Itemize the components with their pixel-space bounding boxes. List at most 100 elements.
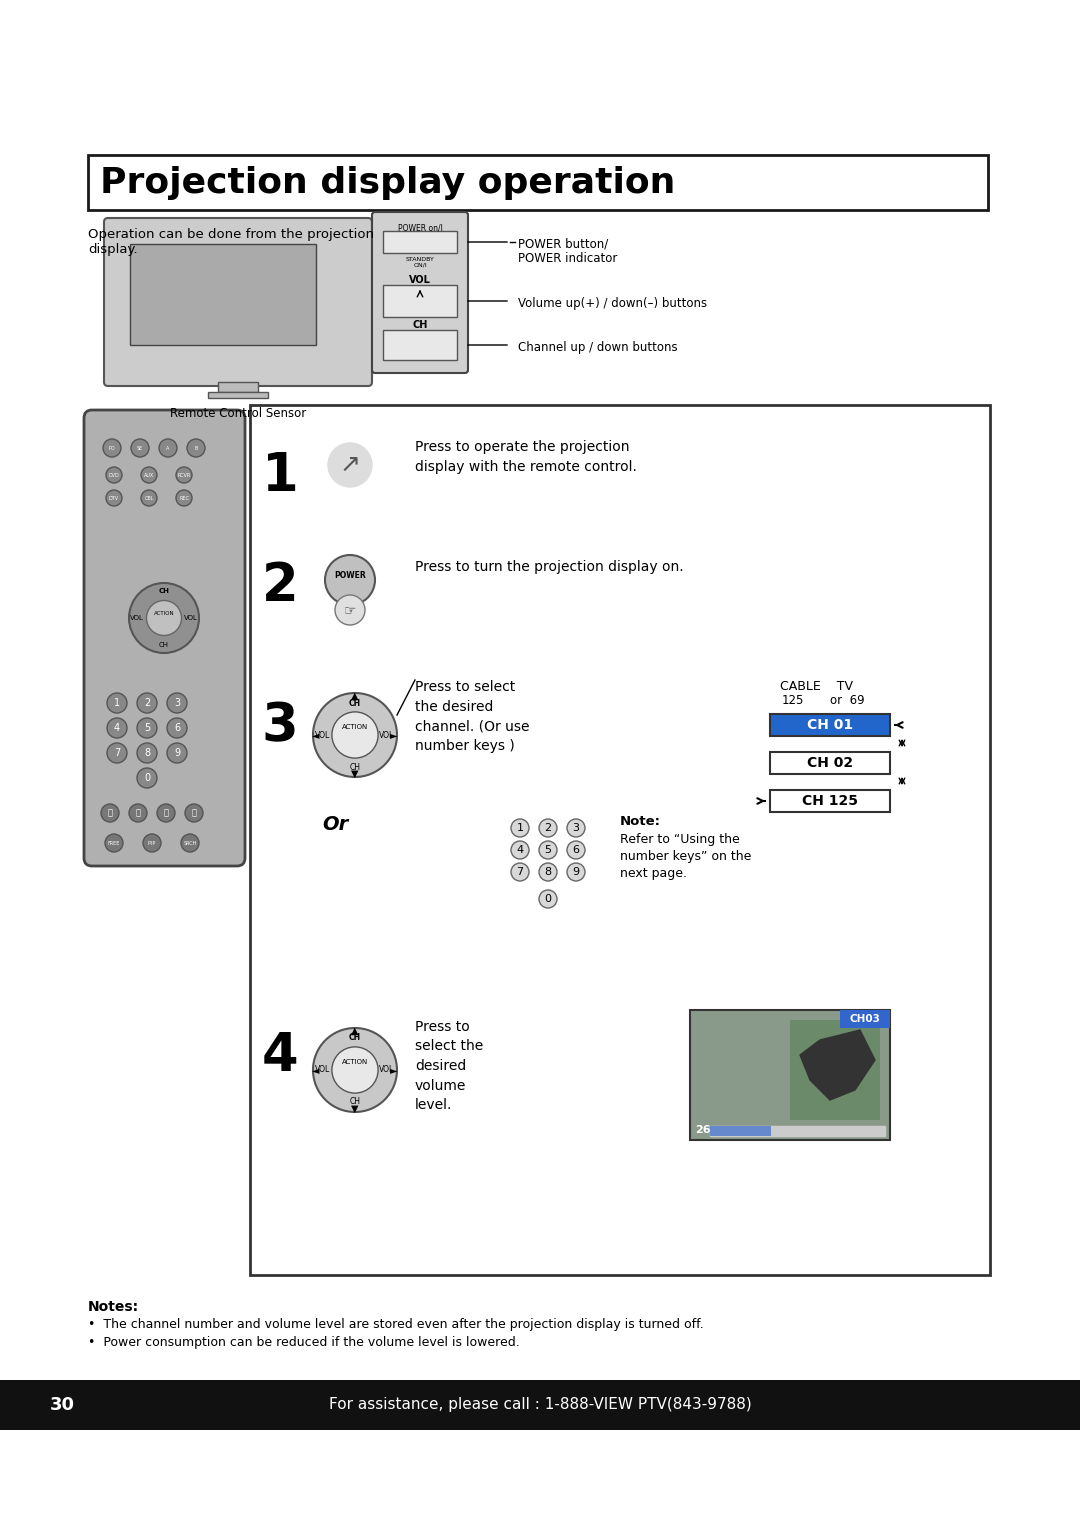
Text: ▼: ▼ <box>351 1105 359 1114</box>
Text: AUX: AUX <box>144 472 154 478</box>
Circle shape <box>129 804 147 822</box>
Text: •  Power consumption can be reduced if the volume level is lowered.: • Power consumption can be reduced if th… <box>87 1335 519 1349</box>
Text: 2: 2 <box>144 698 150 707</box>
Circle shape <box>107 718 127 738</box>
Bar <box>789 1021 880 1120</box>
Text: CH 02: CH 02 <box>807 756 853 770</box>
Text: Projection display operation: Projection display operation <box>100 165 675 200</box>
Circle shape <box>176 490 192 506</box>
Text: 125: 125 <box>782 694 805 707</box>
Circle shape <box>103 439 121 457</box>
Circle shape <box>332 1047 378 1093</box>
Text: RCVR: RCVR <box>177 472 191 478</box>
Text: 8: 8 <box>544 866 552 877</box>
Text: PO: PO <box>109 446 116 451</box>
Circle shape <box>143 834 161 853</box>
FancyBboxPatch shape <box>87 154 988 209</box>
Circle shape <box>511 863 529 882</box>
Text: 6: 6 <box>174 723 180 733</box>
Text: CH: CH <box>413 319 428 330</box>
Text: ►: ► <box>390 1065 397 1076</box>
Bar <box>0 1380 1080 1430</box>
Bar <box>249 405 990 1274</box>
Circle shape <box>539 863 557 882</box>
Bar <box>383 286 457 316</box>
Text: POWER on/I: POWER on/I <box>397 223 443 232</box>
Circle shape <box>567 819 585 837</box>
Circle shape <box>106 468 122 483</box>
Circle shape <box>539 840 557 859</box>
Text: CH 125: CH 125 <box>802 795 858 808</box>
Text: CBL: CBL <box>145 495 153 501</box>
FancyBboxPatch shape <box>372 212 468 373</box>
Bar <box>840 1010 890 1028</box>
Circle shape <box>511 819 529 837</box>
Circle shape <box>141 490 157 506</box>
Bar <box>383 330 457 361</box>
Text: VOL: VOL <box>379 730 394 740</box>
Text: 9: 9 <box>572 866 580 877</box>
Circle shape <box>567 863 585 882</box>
Text: Notes:: Notes: <box>87 1300 139 1314</box>
Text: ACTION: ACTION <box>342 724 368 730</box>
Circle shape <box>167 718 187 738</box>
Bar <box>710 1126 885 1135</box>
Text: Press to select
the desired
channel. (Or use
number keys ): Press to select the desired channel. (Or… <box>415 680 529 752</box>
Text: A: A <box>166 446 170 451</box>
Text: •  The channel number and volume level are stored even after the projection disp: • The channel number and volume level ar… <box>87 1319 704 1331</box>
Text: POWER button/
POWER indicator: POWER button/ POWER indicator <box>518 237 618 264</box>
Circle shape <box>157 804 175 822</box>
Text: CH: CH <box>349 698 361 707</box>
Text: CH: CH <box>159 588 170 594</box>
Text: CH: CH <box>349 1033 361 1042</box>
Text: 0: 0 <box>144 773 150 782</box>
Text: SRCH: SRCH <box>184 840 197 845</box>
Circle shape <box>185 804 203 822</box>
Circle shape <box>187 439 205 457</box>
FancyBboxPatch shape <box>84 410 245 866</box>
Text: 1: 1 <box>113 698 120 707</box>
Circle shape <box>167 743 187 762</box>
Circle shape <box>328 443 372 487</box>
Circle shape <box>147 601 181 636</box>
Text: ACTION: ACTION <box>342 1059 368 1065</box>
Text: 3: 3 <box>261 700 298 752</box>
Text: CH: CH <box>159 642 168 648</box>
Text: STANDBY
ON/I: STANDBY ON/I <box>406 257 434 267</box>
Circle shape <box>137 743 157 762</box>
Text: 5: 5 <box>544 845 552 856</box>
Circle shape <box>539 889 557 908</box>
Text: ▲: ▲ <box>351 691 359 701</box>
Text: ☞: ☞ <box>343 604 356 617</box>
Circle shape <box>159 439 177 457</box>
Bar <box>770 752 890 775</box>
Text: Or: Or <box>322 814 348 834</box>
Text: 4: 4 <box>516 845 524 856</box>
Circle shape <box>105 834 123 853</box>
Circle shape <box>129 584 199 652</box>
Circle shape <box>332 712 378 758</box>
Bar <box>770 790 890 811</box>
Circle shape <box>141 468 157 483</box>
Bar <box>130 244 316 345</box>
Text: ⏮: ⏮ <box>108 808 112 817</box>
Text: B: B <box>194 446 198 451</box>
Circle shape <box>102 804 119 822</box>
Text: 9: 9 <box>174 749 180 758</box>
Text: 2: 2 <box>261 559 298 613</box>
Bar <box>208 393 268 397</box>
Text: VOL: VOL <box>379 1065 394 1074</box>
Polygon shape <box>800 1030 875 1100</box>
Text: ⏭: ⏭ <box>191 808 197 817</box>
Text: VOL: VOL <box>315 1065 330 1074</box>
Circle shape <box>181 834 199 853</box>
Circle shape <box>137 694 157 714</box>
Circle shape <box>107 743 127 762</box>
Text: Channel up / down buttons: Channel up / down buttons <box>518 341 677 354</box>
Text: 3: 3 <box>174 698 180 707</box>
Text: ◄: ◄ <box>312 730 320 740</box>
Circle shape <box>137 718 157 738</box>
Text: Volume up(+) / down(–) buttons: Volume up(+) / down(–) buttons <box>518 296 707 310</box>
Text: 6: 6 <box>572 845 580 856</box>
Text: Press to
select the
desired
volume
level.: Press to select the desired volume level… <box>415 1021 483 1112</box>
